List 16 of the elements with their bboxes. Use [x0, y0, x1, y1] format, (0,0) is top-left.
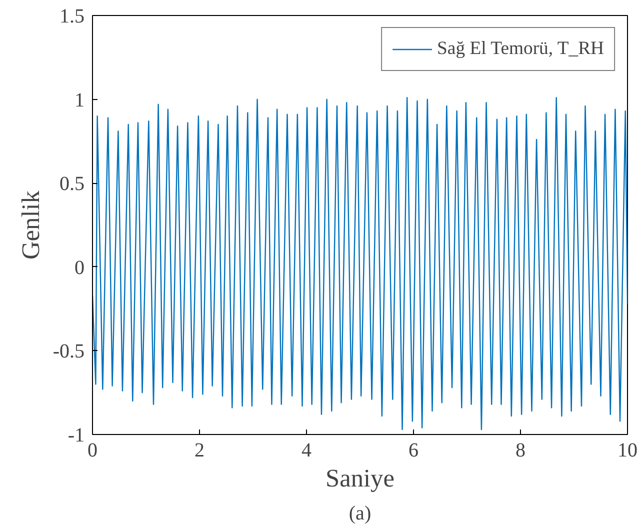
text: (a) [348, 502, 372, 524]
y-tick-label: -1 [68, 424, 85, 446]
legend-label: Sağ El Temorü, T_RH [437, 38, 604, 60]
x-tick-label: 4 [302, 440, 312, 462]
x-axis-title: Saniye [326, 464, 394, 492]
y-tick-label: -0.5 [52, 340, 85, 363]
x-tick-label: 2 [194, 440, 204, 462]
x-tick-label: 10 [618, 440, 638, 462]
y-tick-label: 1.5 [60, 6, 84, 28]
x-tick-label: 8 [516, 440, 526, 462]
y-tick-label: 0.5 [60, 173, 84, 196]
line-series [92, 97, 628, 430]
y-tick-label: 0 [74, 256, 84, 279]
x-tick-label: 6 [408, 440, 418, 462]
y-tick-label: 1 [74, 89, 84, 112]
y-axis-title: Genlik [16, 190, 45, 260]
